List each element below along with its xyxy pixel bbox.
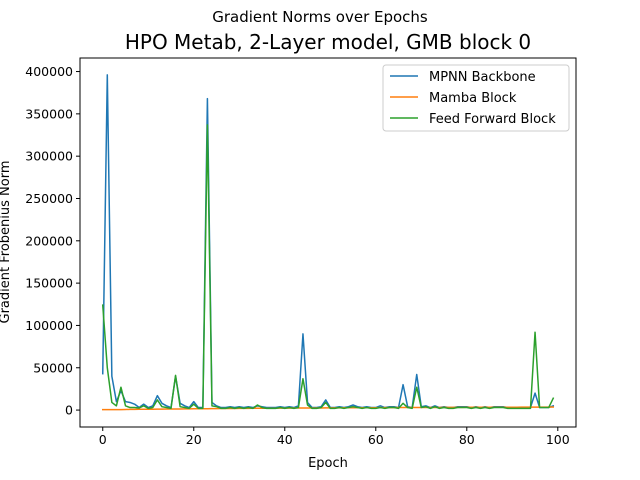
figure-suptitle: Gradient Norms over Epochs: [212, 8, 428, 26]
series-lines: [101, 74, 555, 411]
x-axis-ticks: 0 20 40 60 80 100: [99, 427, 570, 447]
x-axis-label: Epoch: [308, 456, 348, 471]
legend: MPNN Backbone Mamba Block Feed Forward Blo…: [382, 64, 570, 132]
y-tick-label: 100000: [25, 318, 73, 333]
x-tick-label: 100: [546, 432, 570, 447]
y-tick-label: 150000: [25, 276, 73, 291]
y-tick-label: 250000: [25, 191, 73, 206]
legend-box: [382, 64, 570, 132]
y-axis-label: Gradient Frobenius Norm: [0, 161, 13, 324]
chart-title: HPO Metab, 2-Layer model, GMB block 0: [125, 30, 531, 54]
legend-label-mpnn-backbone: MPNN Backbone: [429, 70, 536, 85]
y-tick-label: 350000: [25, 106, 73, 121]
y-tick-label: 400000: [25, 64, 73, 79]
x-tick-label: 20: [186, 432, 202, 447]
series-line-feed-forward-block: [101, 124, 555, 410]
y-tick-label: 200000: [25, 233, 73, 248]
y-axis-ticks: 0 50000 100000 150000 200000 250000 300000 3500…: [25, 64, 80, 418]
legend-label-mamba-block: Mamba Block: [429, 91, 517, 106]
x-tick-label: 0: [99, 432, 107, 447]
x-tick-label: 60: [368, 432, 384, 447]
x-tick-label: 40: [277, 432, 293, 447]
legend-label-feed-forward-block: Feed Forward Block: [429, 112, 556, 127]
x-tick-label: 80: [459, 432, 475, 447]
y-tick-label: 0: [65, 403, 73, 418]
plot-area: 0 20 40 60 80 100 0 50000 100000 150000 200000 250…: [25, 57, 577, 447]
y-tick-label: 300000: [25, 149, 73, 164]
y-tick-label: 50000: [33, 360, 73, 375]
axes-frame: [79, 57, 577, 428]
